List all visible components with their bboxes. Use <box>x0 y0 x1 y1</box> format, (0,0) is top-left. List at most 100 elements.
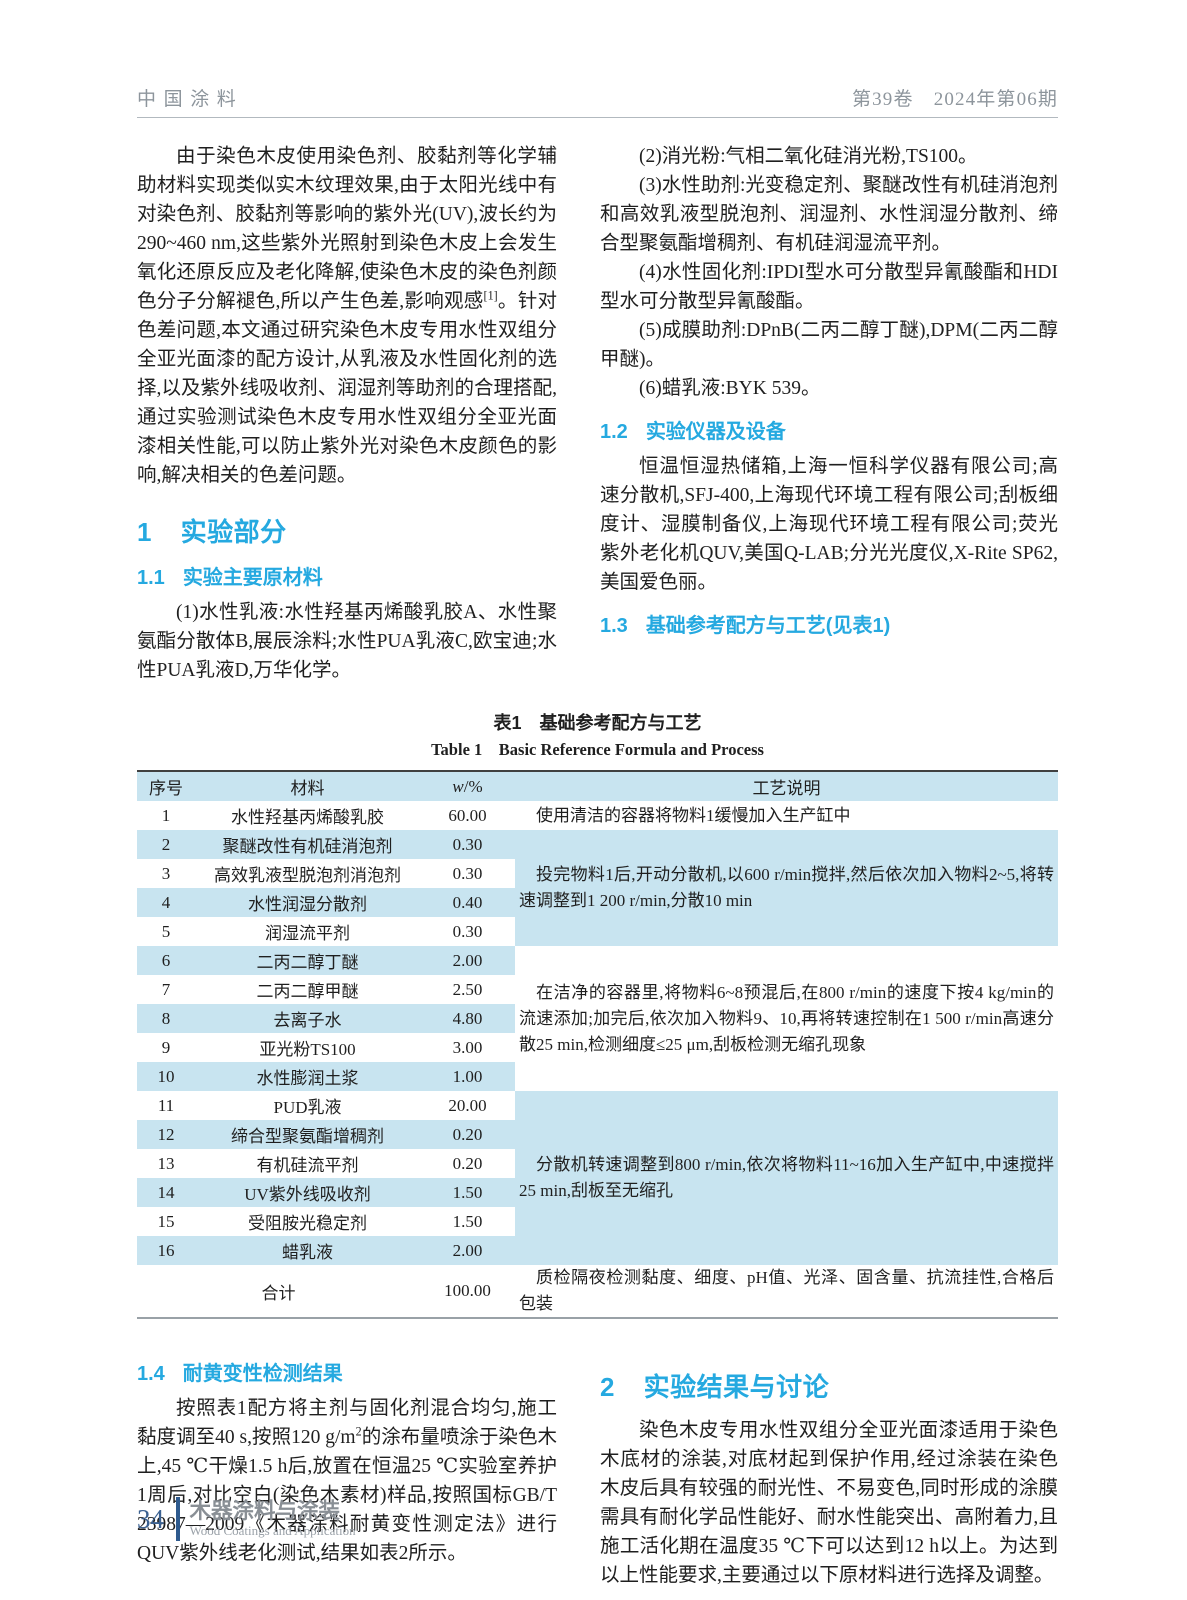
formula-table-head: 序号 材料 w/% 工艺说明 <box>137 771 1058 801</box>
process-cell: 在洁净的容器里,将物料6~8预混后,在800 r/min的速度下按4 kg/mi… <box>519 982 1054 1054</box>
page-footer: 34 木器涂料与涂装 Wood Coatings and Application <box>137 1497 356 1541</box>
header-weight-var: w <box>452 776 464 796</box>
bottom-columns: 1.4 耐黄变性检测结果 按照表1配方将主剂与固化剂混合均匀,施工黏度调至40 s… <box>137 1345 1058 1590</box>
header-row: 序号 材料 w/% 工艺说明 <box>137 771 1058 801</box>
material-item: (5)成膜助剂:DPnB(二丙二醇丁醚),DPM(二丙二醇甲醚)。 <box>600 320 1058 370</box>
row-material: 高效乳液型脱泡剂消泡剂 <box>214 866 401 885</box>
table-row: 1 水性羟基丙烯酸乳胶 60.00 使用清洁的容器将物料1缓慢加入生产缸中 <box>137 801 1058 830</box>
intro-text-2: 。针对色差问题,本文通过研究染色木皮专用水性双组分全亚光面漆的配方设计,从乳液及… <box>137 291 557 486</box>
section-2-heading: 2 实验结果与讨论 <box>600 1367 1058 1404</box>
process-cell: 分散机转速调整到800 r/min,依次将物料11~16加入生产缸中,中速搅拌2… <box>515 1091 1058 1265</box>
section-1-1-heading: 1.1 实验主要原材料 <box>137 561 557 590</box>
section-number: 1.3 <box>600 615 628 637</box>
row-weight: 0.40 <box>420 888 515 917</box>
page-number: 34 <box>137 1503 164 1534</box>
formula-table-body: 1 水性羟基丙烯酸乳胶 60.00 使用清洁的容器将物料1缓慢加入生产缸中 2 聚醚改性有… <box>137 801 1058 1318</box>
row-material: UV紫外线吸收剂 <box>195 1178 420 1207</box>
row-no: 8 <box>137 1004 195 1033</box>
table-caption-en-title: Basic Reference Formula and Process <box>498 740 764 759</box>
row-weight: 1.50 <box>420 1178 515 1207</box>
header-process: 工艺说明 <box>515 771 1058 801</box>
header-no: 序号 <box>137 771 195 801</box>
table-row: 9 亚光粉TS100 3.00 <box>137 1033 1058 1062</box>
row-weight: 0.20 <box>452 1153 483 1173</box>
row-no: 14 <box>137 1178 195 1207</box>
row-material: 去离子水 <box>195 1004 420 1033</box>
row-no: 1 <box>161 805 171 825</box>
section-1-4-heading: 1.4 耐黄变性检测结果 <box>137 1357 557 1386</box>
table-row: 7 二丙二醇甲醚 2.50 <box>137 975 1058 1004</box>
table-total-row: 合计 100.00 质检隔夜检测黏度、细度、pH值、光泽、固含量、抗流挂性,合格后包… <box>137 1265 1058 1318</box>
row-no: 6 <box>137 946 195 975</box>
row-material: 二丙二醇丁醚 <box>195 946 420 975</box>
row-no: 2 <box>137 830 195 859</box>
table-row: 15 受阻胺光稳定剂 1.50 <box>137 1207 1058 1236</box>
row-no: 3 <box>161 863 171 883</box>
row-weight: 2.50 <box>452 979 483 999</box>
section-1-heading: 1 实验部分 <box>137 512 557 549</box>
top-columns: 由于染色木皮使用染色剂、胶黏剂等化学辅助材料实现类似实木纹理效果,由于太阳光线中… <box>137 142 1058 685</box>
table-row: 6 二丙二醇丁醚 2.00 在洁净的容器里,将物料6~8预混后,在800 r/min的… <box>137 946 1058 1054</box>
section-title: 实验仪器及设备 <box>645 421 786 443</box>
section-1-4-paragraph: 按照表1配方将主剂与固化剂混合均匀,施工黏度调至40 s,按照120 g/m2的… <box>137 1394 557 1568</box>
material-item: (6)蜡乳液:BYK 539。 <box>639 378 821 399</box>
intro-text-1: 由于染色木皮使用染色剂、胶黏剂等化学辅助材料实现类似实木纹理效果,由于太阳光线中… <box>137 146 557 312</box>
material-item: (4)水性固化剂:IPDI型水可分散型异氰酸酯和HDI型水可分散型异氰酸酯。 <box>600 262 1058 312</box>
row-material: 水性膨润土浆 <box>195 1062 420 1091</box>
process-cell: 投完物料1后,开动分散机,以600 r/min搅拌,然后依次加入物料2~5,将转… <box>515 830 1058 946</box>
row-weight: 1.50 <box>452 1211 483 1231</box>
table-1-block: 表1 基础参考配方与工艺 Table 1 Basic Reference Formu… <box>137 709 1058 1319</box>
intro-paragraph: 由于染色木皮使用染色剂、胶黏剂等化学辅助材料实现类似实木纹理效果,由于太阳光线中… <box>137 142 557 490</box>
row-weight: 1.00 <box>420 1062 515 1091</box>
top-right-column: (2)消光粉:气相二氧化硅消光粉,TS100。 (3)水性助剂:光变稳定剂、聚醚… <box>600 142 1058 685</box>
s14-text-1: 按照表1配方将主剂与固化剂混合均匀,施工黏度调至40 s,按照120 g/m <box>137 1398 557 1448</box>
footer-column-en: Wood Coatings and Application <box>189 1523 356 1539</box>
section-title: 实验结果与讨论 <box>643 1372 830 1402</box>
total-label: 合计 <box>261 1283 296 1303</box>
section-number: 1.1 <box>137 567 165 589</box>
section-number: 2 <box>600 1372 615 1402</box>
table-row: 16 蜡乳液 2.00 <box>137 1236 1058 1265</box>
row-material: 二丙二醇甲醚 <box>256 982 359 1001</box>
section-title: 实验主要原材料 <box>182 567 323 589</box>
table-row: 14 UV紫外线吸收剂 1.50 <box>137 1178 1058 1207</box>
row-weight: 0.30 <box>452 863 483 883</box>
table-row: 2 聚醚改性有机硅消泡剂 0.30 投完物料1后,开动分散机,以600 r/min搅拌… <box>137 830 1058 946</box>
row-weight: 2.00 <box>420 946 515 975</box>
row-no: 13 <box>157 1153 175 1173</box>
total-weight: 100.00 <box>444 1281 491 1300</box>
row-material: 润湿流平剂 <box>265 924 350 943</box>
reference-mark: [1] <box>483 288 498 303</box>
row-weight: 3.00 <box>452 1037 483 1057</box>
table-caption-en: Table 1 Basic Reference Formula and Proce… <box>137 740 1058 760</box>
footer-divider-bar <box>176 1497 180 1541</box>
table-caption-en-label: Table 1 <box>431 740 483 759</box>
row-material: 有机硅流平剂 <box>256 1156 359 1175</box>
table-caption-zh-title: 基础参考配方与工艺 <box>539 713 702 733</box>
table-row: 8 去离子水 4.80 <box>137 1004 1058 1033</box>
row-no: 16 <box>137 1236 195 1265</box>
section-title: 基础参考配方与工艺(见表1) <box>645 615 891 637</box>
row-material: 亚光粉TS100 <box>259 1040 356 1059</box>
section-2-paragraph: 染色木皮专用水性双组分全亚光面漆适用于染色木底材的涂装,对底材起到保护作用,经过… <box>600 1420 1058 1586</box>
section-1-2-paragraph: 恒温恒湿热储箱,上海一恒科学仪器有限公司;高速分散机,SFJ-400,上海现代环… <box>600 456 1058 593</box>
table-row: 3 高效乳液型脱泡剂消泡剂 0.30 <box>137 859 1058 888</box>
row-weight: 0.30 <box>420 830 515 859</box>
row-material: PUD乳液 <box>273 1098 342 1117</box>
section-1-2-heading: 1.2 实验仪器及设备 <box>600 415 1058 444</box>
superscript-2: 2 <box>355 1424 362 1439</box>
row-material: 水性羟基丙烯酸乳胶 <box>231 808 384 827</box>
footer-column-zh: 木器涂料与涂装 <box>189 1498 341 1523</box>
material-item: (2)消光粉:气相二氧化硅消光粉,TS100。 <box>639 146 978 167</box>
s14-text-2: 的涂布量喷涂于染色木上,45 ℃干燥1.5 h后,放置在恒温25 ℃实验室养护1… <box>137 1427 557 1564</box>
row-weight: 2.00 <box>420 1236 515 1265</box>
section-number: 1.4 <box>137 1363 165 1385</box>
row-weight: 60.00 <box>448 805 487 825</box>
header-weight-unit: /% <box>463 776 483 796</box>
material-item: (3)水性助剂:光变稳定剂、聚醚改性有机硅消泡剂和高效乳液型脱泡剂、润湿剂、水性… <box>600 175 1058 254</box>
formula-table: 序号 材料 w/% 工艺说明 1 水性羟基丙烯酸乳胶 60.00 使用清洁的容器将物料… <box>137 770 1058 1319</box>
row-material: 蜡乳液 <box>195 1236 420 1265</box>
table-caption-zh: 表1 基础参考配方与工艺 <box>137 709 1058 735</box>
row-material: 缔合型聚氨酯增稠剂 <box>195 1120 420 1149</box>
